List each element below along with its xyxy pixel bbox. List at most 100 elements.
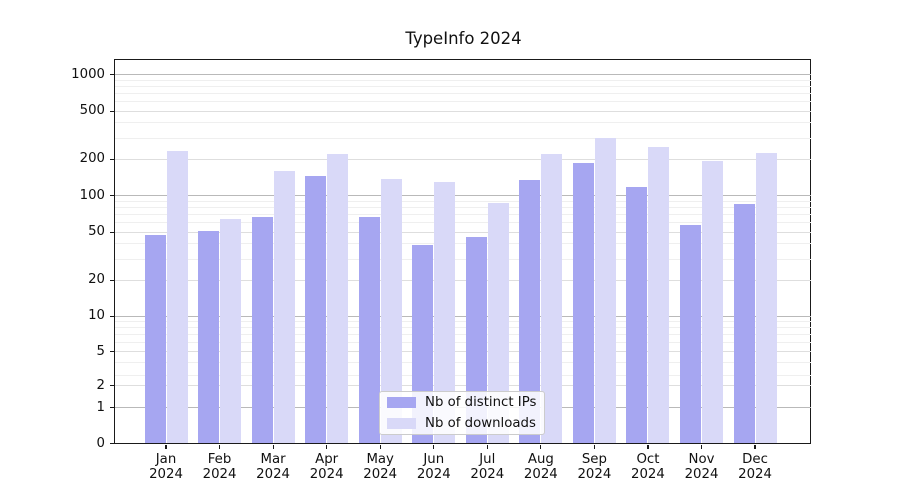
gridline-minor (115, 327, 811, 329)
x-tick-mark (165, 444, 167, 449)
bar-nb-of-distinct-ips-mar (251, 216, 273, 444)
bar-nb-of-downloads-may (380, 179, 402, 444)
x-tick-mark (218, 444, 221, 449)
y-tick-mark (110, 406, 114, 409)
bar-nb-of-downloads-aug (541, 154, 563, 444)
bar-nb-of-downloads-jun (434, 182, 456, 444)
y-tick-mark (110, 195, 114, 197)
gridline (115, 351, 811, 353)
bar-nb-of-distinct-ips-oct (626, 187, 648, 444)
bar-nb-of-downloads-jan (166, 150, 188, 444)
x-tick-mark (700, 444, 703, 449)
gridline (115, 231, 811, 233)
bar-nb-of-downloads-jul (487, 203, 509, 444)
bar-nb-of-downloads-oct (648, 147, 670, 444)
y-tick-mark (110, 442, 114, 445)
bar-nb-of-distinct-ips-apr (305, 176, 327, 444)
gridline-minor (115, 375, 811, 377)
gridline (115, 279, 811, 281)
y-tick-mark (110, 231, 114, 233)
gridline (115, 158, 811, 160)
gridline-major (115, 74, 811, 76)
y-tick-label: 0 (96, 435, 105, 451)
x-tick-label: Dec 2024 (738, 451, 772, 482)
y-tick-mark (110, 110, 114, 112)
x-tick-mark (326, 444, 328, 449)
legend: Nb of distinct IPs Nb of downloads (379, 391, 545, 435)
x-tick-label: Aug 2024 (523, 451, 558, 482)
x-tick-mark (647, 444, 649, 449)
y-tick-label: 100 (79, 187, 105, 203)
y-tick-label: 1 (96, 399, 105, 415)
gridline (115, 385, 811, 387)
bar-nb-of-distinct-ips-feb (198, 231, 220, 444)
x-tick-mark (272, 444, 274, 449)
x-tick-mark (540, 444, 542, 449)
gridline-major (115, 315, 811, 317)
gridline-minor (115, 243, 811, 245)
legend-item: Nb of distinct IPs (387, 395, 537, 410)
gridline-minor (115, 334, 811, 336)
bar-nb-of-downloads-nov (702, 161, 723, 444)
bar-nb-of-distinct-ips-dec (733, 204, 755, 444)
bar-nb-of-distinct-ips-sep (572, 163, 594, 444)
x-tick-label: Jul 2024 (470, 451, 505, 482)
x-tick-label: Nov 2024 (684, 451, 719, 482)
legend-swatch-nb-of-distinct-ips (387, 397, 416, 408)
bar-nb-of-distinct-ips-jan (144, 235, 166, 444)
x-tick-mark (593, 444, 595, 449)
bar-nb-of-distinct-ips-nov (680, 225, 701, 444)
y-tick-mark (110, 74, 114, 76)
x-tick-mark (754, 444, 756, 449)
gridline-minor (115, 137, 811, 139)
y-tick-label: 50 (88, 224, 105, 240)
gridline-minor (115, 342, 811, 344)
gridline-minor (115, 200, 811, 202)
y-tick-mark (110, 279, 114, 281)
bar-nb-of-distinct-ips-aug (519, 179, 541, 444)
bar-nb-of-distinct-ips-may (358, 216, 380, 444)
chart-title: TypeInfo 2024 (405, 29, 522, 48)
y-tick-mark (110, 385, 114, 387)
bar-nb-of-downloads-feb (220, 219, 242, 444)
y-tick-label: 5 (96, 343, 105, 359)
gridline-minor (115, 362, 811, 363)
x-tick-label: Apr 2024 (309, 451, 344, 482)
legend-swatch-nb-of-downloads (387, 418, 416, 429)
x-tick-label: Oct 2024 (631, 451, 665, 482)
gridline-minor (115, 258, 811, 260)
y-tick-mark (110, 315, 114, 317)
x-tick-label: Sep 2024 (577, 451, 612, 482)
gridline-minor (115, 207, 811, 209)
legend-label: Nb of downloads (425, 416, 536, 431)
gridline-minor (115, 122, 811, 124)
y-tick-mark (110, 351, 114, 353)
x-tick-label: Jan 2024 (149, 451, 183, 482)
gridline-minor (115, 101, 811, 103)
gridline-minor (115, 93, 811, 95)
x-tick-label: May 2024 (363, 451, 398, 482)
x-tick-label: Feb 2024 (202, 451, 237, 482)
gridline-minor (115, 79, 811, 81)
legend-item: Nb of downloads (387, 416, 537, 431)
gridline-minor (115, 214, 811, 216)
bar-nb-of-downloads-mar (273, 171, 295, 444)
plot-area (114, 59, 811, 444)
y-tick-label: 2 (96, 377, 105, 393)
y-tick-label: 20 (88, 272, 105, 288)
legend-label: Nb of distinct IPs (425, 395, 537, 410)
x-tick-mark (433, 444, 435, 449)
x-tick-mark (379, 444, 381, 449)
bar-nb-of-downloads-apr (327, 153, 349, 444)
x-tick-mark (486, 444, 488, 449)
y-tick-mark (110, 158, 114, 160)
y-tick-label: 500 (79, 103, 105, 119)
y-tick-label: 200 (79, 151, 105, 167)
x-tick-label: Mar 2024 (256, 451, 291, 482)
bar-nb-of-downloads-dec (755, 153, 777, 444)
y-tick-label: 10 (88, 308, 105, 324)
gridline-major (115, 195, 811, 197)
bar-nb-of-downloads-sep (594, 138, 616, 444)
gridline-minor (115, 321, 811, 323)
